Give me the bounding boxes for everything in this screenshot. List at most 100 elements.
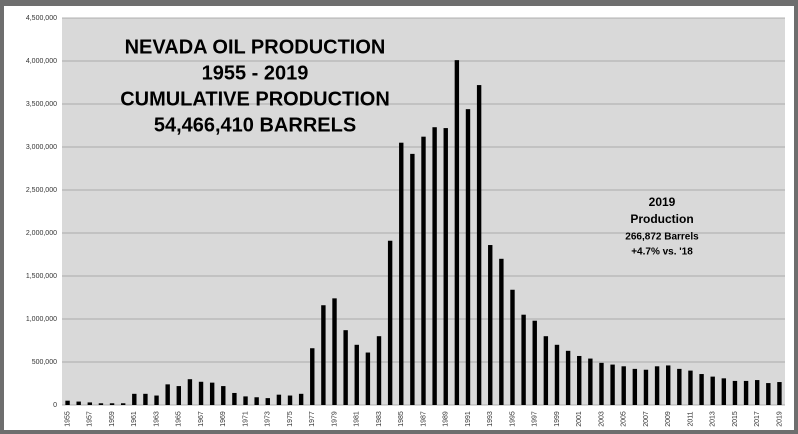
bar bbox=[354, 344, 359, 405]
bar bbox=[243, 396, 248, 405]
bar bbox=[610, 364, 615, 405]
x-tick-label: 1987 bbox=[420, 411, 427, 427]
bar bbox=[465, 109, 471, 405]
y-tick-label: 3,500,000 bbox=[26, 101, 57, 108]
bar bbox=[209, 382, 215, 405]
bar bbox=[76, 401, 81, 405]
bar bbox=[321, 305, 326, 405]
bar bbox=[221, 386, 226, 405]
bar bbox=[176, 386, 181, 405]
x-tick-label: 2003 bbox=[598, 411, 605, 427]
bar bbox=[310, 348, 315, 405]
x-tick-label: 2007 bbox=[643, 411, 650, 427]
bar bbox=[743, 380, 749, 405]
x-tick-label: 2013 bbox=[710, 411, 717, 427]
bar bbox=[577, 355, 582, 405]
x-tick-label: 1995 bbox=[509, 411, 516, 427]
bar bbox=[654, 366, 660, 405]
chart-title: CUMULATIVE PRODUCTION bbox=[120, 88, 390, 110]
x-tick-label: 1977 bbox=[309, 411, 316, 427]
x-tick-label: 1989 bbox=[443, 411, 450, 427]
bar bbox=[443, 128, 448, 405]
bar bbox=[109, 403, 115, 405]
bar bbox=[688, 370, 693, 405]
bar bbox=[387, 240, 393, 405]
y-tick-label: 3,000,000 bbox=[26, 144, 57, 151]
bar bbox=[565, 350, 571, 405]
bar bbox=[265, 398, 270, 405]
bar bbox=[732, 380, 738, 405]
bar bbox=[120, 403, 126, 405]
bar bbox=[154, 395, 159, 405]
x-tick-label: 1997 bbox=[532, 411, 539, 427]
x-tick-label: 2001 bbox=[576, 411, 583, 427]
bar bbox=[588, 358, 593, 405]
x-tick-label: 1983 bbox=[376, 411, 383, 427]
bar bbox=[476, 85, 482, 405]
bar bbox=[432, 127, 437, 405]
x-tick-label: 1993 bbox=[487, 411, 494, 427]
bar bbox=[132, 393, 137, 405]
x-tick-label: 1969 bbox=[220, 411, 227, 427]
x-tick-label: 1957 bbox=[87, 411, 94, 427]
bar bbox=[332, 298, 337, 405]
x-tick-label: 2011 bbox=[687, 411, 694, 426]
y-tick-label: 500,000 bbox=[32, 359, 57, 366]
bar bbox=[488, 245, 493, 405]
annotation: Production bbox=[630, 212, 693, 226]
bar bbox=[98, 403, 104, 405]
bar bbox=[499, 258, 504, 405]
bar bbox=[232, 392, 237, 405]
y-tick-label: 1,500,000 bbox=[26, 273, 57, 280]
bar bbox=[677, 368, 682, 405]
y-tick-label: 4,000,000 bbox=[26, 58, 57, 65]
bar bbox=[298, 393, 304, 405]
x-tick-label: 1967 bbox=[198, 411, 205, 427]
bar bbox=[399, 142, 404, 405]
x-tick-label: 1985 bbox=[398, 411, 405, 427]
bar bbox=[65, 400, 70, 405]
chart-title: 54,466,410 BARRELS bbox=[154, 114, 356, 136]
bar bbox=[343, 330, 348, 405]
x-tick-label: 1963 bbox=[153, 411, 160, 427]
annotation: +4.7% vs. '18 bbox=[631, 247, 693, 258]
x-tick-label: 2005 bbox=[621, 411, 628, 427]
y-tick-label: 2,500,000 bbox=[26, 187, 57, 194]
x-tick-label: 2019 bbox=[776, 411, 783, 427]
bar bbox=[532, 320, 537, 405]
x-tick-label: 1973 bbox=[265, 411, 272, 427]
bar bbox=[198, 381, 204, 405]
bar bbox=[632, 368, 638, 405]
bar bbox=[165, 384, 170, 405]
x-tick-label: 1971 bbox=[242, 411, 249, 427]
y-tick-label: 2,000,000 bbox=[26, 230, 57, 237]
bar bbox=[276, 394, 282, 405]
annotation: 266,872 Barrels bbox=[625, 232, 699, 243]
x-tick-label: 1959 bbox=[109, 411, 116, 427]
bar bbox=[643, 369, 649, 405]
bar bbox=[543, 336, 549, 405]
bar bbox=[599, 362, 604, 405]
bar bbox=[410, 153, 415, 405]
x-tick-label: 2009 bbox=[665, 411, 672, 427]
bar bbox=[421, 136, 426, 405]
y-tick-label: 4,500,000 bbox=[26, 15, 57, 22]
bar bbox=[710, 376, 715, 405]
x-tick-label: 1981 bbox=[354, 411, 361, 427]
x-tick-label: 1999 bbox=[554, 411, 561, 427]
bar bbox=[554, 344, 560, 405]
x-tick-label: 1975 bbox=[287, 411, 294, 427]
bar bbox=[510, 289, 515, 405]
bar bbox=[721, 378, 727, 405]
x-tick-label: 1955 bbox=[64, 411, 71, 427]
x-tick-label: 2017 bbox=[754, 411, 761, 427]
bar bbox=[766, 383, 771, 405]
bar bbox=[754, 380, 760, 405]
bar bbox=[254, 397, 259, 405]
bar bbox=[699, 374, 704, 405]
bar bbox=[143, 393, 148, 405]
bar bbox=[777, 382, 782, 405]
chart-title: 1955 - 2019 bbox=[202, 62, 309, 84]
x-tick-label: 1961 bbox=[131, 411, 138, 427]
